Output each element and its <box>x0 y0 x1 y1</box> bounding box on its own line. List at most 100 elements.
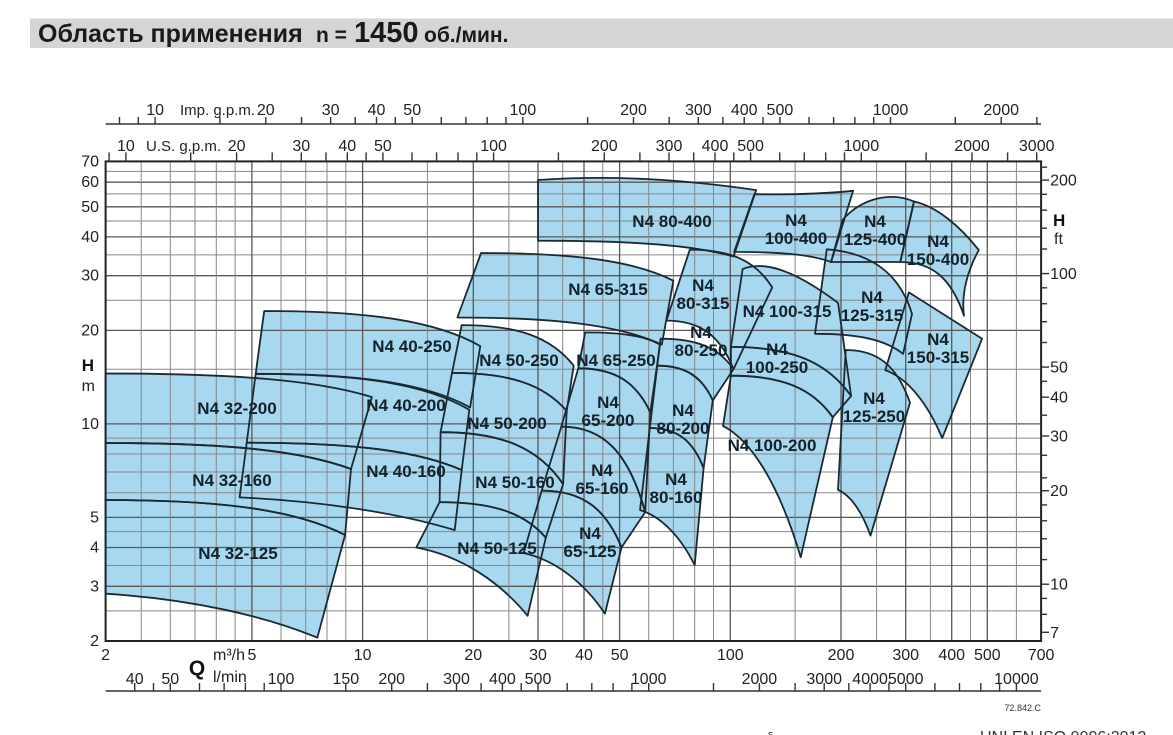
svg-text:4: 4 <box>90 540 99 557</box>
svg-text:125-400: 125-400 <box>844 230 906 249</box>
svg-text:5: 5 <box>90 509 99 526</box>
svg-text:40: 40 <box>575 647 593 664</box>
svg-text:H: H <box>82 356 94 375</box>
svg-text:100-250: 100-250 <box>746 358 808 377</box>
svg-text:N4: N4 <box>864 212 886 231</box>
svg-text:50: 50 <box>611 647 629 664</box>
svg-text:H: H <box>1053 211 1065 230</box>
svg-text:65-200: 65-200 <box>582 411 635 430</box>
svg-text:об./мин.: об./мин. <box>424 24 508 47</box>
svg-text:50: 50 <box>403 102 421 119</box>
svg-text:1000: 1000 <box>631 671 667 688</box>
svg-text:500: 500 <box>974 647 1001 664</box>
svg-text:100: 100 <box>717 647 744 664</box>
svg-text:N4 32-125: N4 32-125 <box>198 544 277 563</box>
svg-text:400: 400 <box>938 647 965 664</box>
svg-text:ft: ft <box>1054 231 1063 248</box>
svg-text:N4 50-200: N4 50-200 <box>467 414 546 433</box>
svg-text:60: 60 <box>81 174 99 191</box>
svg-text:40: 40 <box>338 138 356 155</box>
svg-text:50: 50 <box>161 671 179 688</box>
svg-text:UNI EN ISO 9906:2012: UNI EN ISO 9906:2012 <box>980 729 1146 735</box>
svg-text:70: 70 <box>81 153 99 170</box>
svg-text:N4: N4 <box>863 389 885 408</box>
svg-text:125-315: 125-315 <box>841 306 903 325</box>
svg-text:400: 400 <box>489 671 516 688</box>
svg-text:N4: N4 <box>665 470 687 489</box>
svg-text:N4 65-250: N4 65-250 <box>576 351 655 370</box>
svg-text:3000: 3000 <box>806 671 842 688</box>
svg-text:150: 150 <box>332 671 359 688</box>
svg-text:N4: N4 <box>927 232 949 251</box>
svg-text:Область применения: Область применения <box>38 20 303 48</box>
svg-text:500: 500 <box>767 102 794 119</box>
svg-text:10: 10 <box>354 647 372 664</box>
svg-text:N4: N4 <box>785 211 807 230</box>
svg-text:m³/h: m³/h <box>213 647 245 664</box>
svg-text:N4 50-250: N4 50-250 <box>479 351 558 370</box>
svg-text:m: m <box>82 378 95 395</box>
svg-text:500: 500 <box>525 671 552 688</box>
svg-text:20: 20 <box>464 647 482 664</box>
svg-text:30: 30 <box>81 268 99 285</box>
svg-text:N4 40-200: N4 40-200 <box>366 396 445 415</box>
svg-text:200: 200 <box>620 102 647 119</box>
svg-text:N4: N4 <box>579 524 601 543</box>
svg-text:150-400: 150-400 <box>907 250 969 269</box>
svg-text:10000: 10000 <box>994 671 1039 688</box>
svg-text:2000: 2000 <box>742 671 778 688</box>
svg-text:300: 300 <box>685 102 712 119</box>
svg-text:U.S. g.p.m.: U.S. g.p.m. <box>146 138 221 155</box>
svg-text:40: 40 <box>368 102 386 119</box>
svg-text:500: 500 <box>737 138 764 155</box>
svg-text:10: 10 <box>1050 577 1068 594</box>
svg-text:N4 40-160: N4 40-160 <box>366 462 445 481</box>
svg-text:200: 200 <box>828 647 855 664</box>
svg-text:80-315: 80-315 <box>677 294 730 313</box>
svg-text:N4: N4 <box>861 288 883 307</box>
svg-text:200: 200 <box>591 138 618 155</box>
svg-text:30: 30 <box>292 138 310 155</box>
svg-text:2000: 2000 <box>954 138 990 155</box>
svg-text:100: 100 <box>509 102 536 119</box>
svg-text:100: 100 <box>1050 266 1077 283</box>
svg-text:N4 100-200: N4 100-200 <box>728 436 817 455</box>
svg-text:40: 40 <box>1050 390 1068 407</box>
svg-text:80-200: 80-200 <box>657 419 710 438</box>
svg-text:300: 300 <box>443 671 470 688</box>
svg-text:50: 50 <box>374 138 392 155</box>
svg-text:400: 400 <box>702 138 729 155</box>
svg-text:20: 20 <box>81 322 99 339</box>
svg-text:Q: Q <box>189 657 205 680</box>
svg-text:50: 50 <box>81 199 99 216</box>
svg-text:1000: 1000 <box>844 138 880 155</box>
svg-text:40: 40 <box>126 671 144 688</box>
svg-text:400: 400 <box>731 102 758 119</box>
svg-text:N4: N4 <box>591 461 613 480</box>
svg-text:7: 7 <box>1050 625 1059 642</box>
svg-text:5: 5 <box>247 647 256 664</box>
svg-text:80-160: 80-160 <box>650 488 703 507</box>
svg-text:N4 32-160: N4 32-160 <box>192 471 271 490</box>
svg-text:N4 50-125: N4 50-125 <box>457 539 536 558</box>
svg-text:50: 50 <box>1050 360 1068 377</box>
svg-text:N4: N4 <box>692 276 714 295</box>
svg-text:N4 100-315: N4 100-315 <box>743 302 832 321</box>
svg-text:1450: 1450 <box>354 17 419 49</box>
svg-text:N4 80-400: N4 80-400 <box>632 212 711 231</box>
svg-text:20: 20 <box>1050 483 1068 500</box>
svg-text:N4: N4 <box>690 323 712 342</box>
svg-text:200: 200 <box>378 671 405 688</box>
svg-text:3: 3 <box>90 578 99 595</box>
svg-text:20: 20 <box>257 102 275 119</box>
svg-text:125-250: 125-250 <box>843 407 905 426</box>
svg-text:150-315: 150-315 <box>907 348 969 367</box>
svg-text:80-250: 80-250 <box>675 341 728 360</box>
svg-text:40: 40 <box>81 229 99 246</box>
svg-text:700: 700 <box>1028 647 1055 664</box>
svg-text:N4 65-315: N4 65-315 <box>568 280 647 299</box>
svg-text:2: 2 <box>90 633 99 650</box>
svg-text:l/min: l/min <box>213 669 247 686</box>
svg-text:100: 100 <box>268 671 295 688</box>
svg-text:200: 200 <box>1050 173 1077 190</box>
